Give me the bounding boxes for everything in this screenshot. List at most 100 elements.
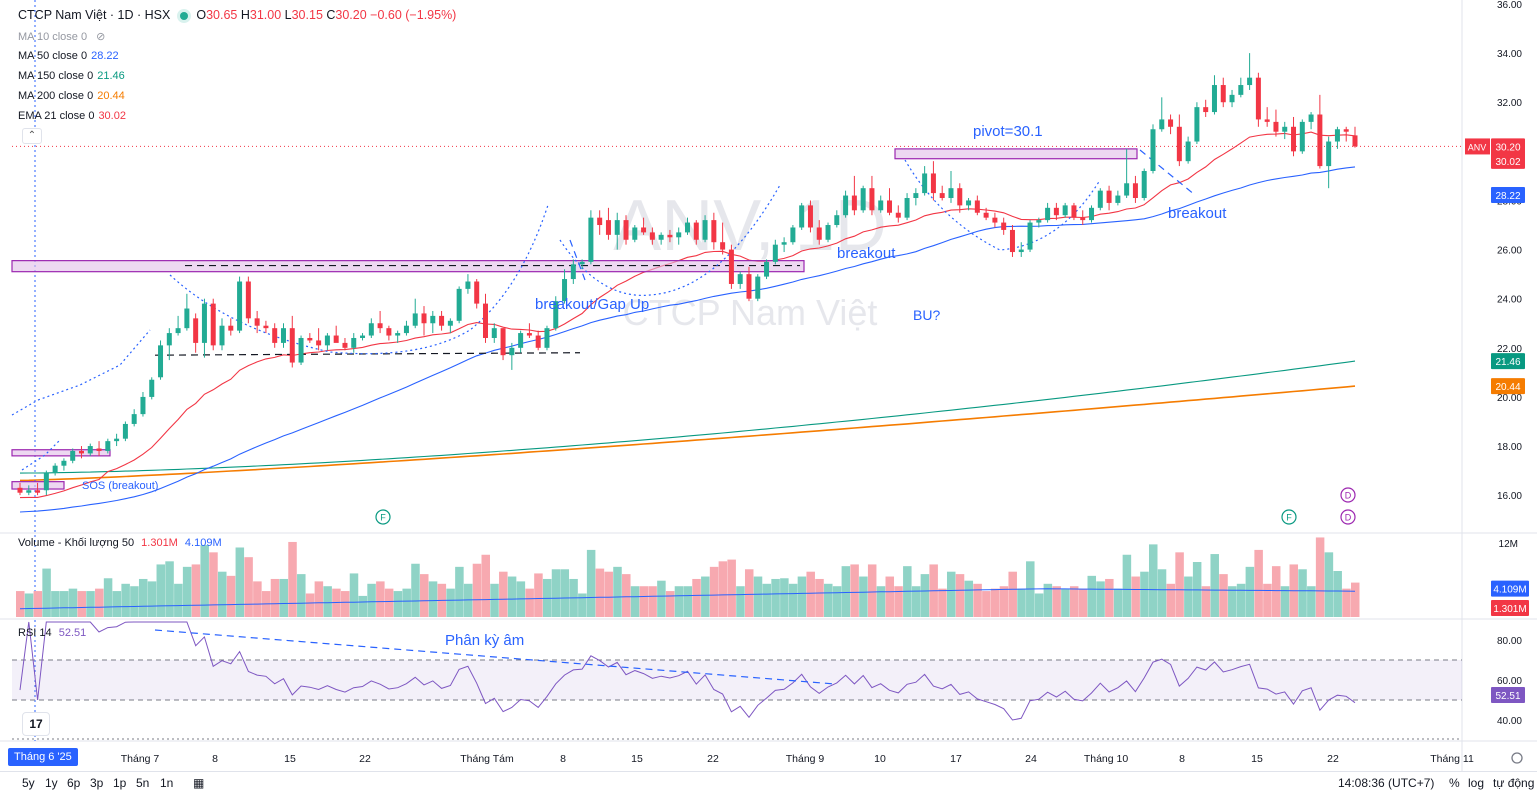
time-axis-label: 22	[359, 753, 371, 765]
volume-bar	[481, 554, 490, 617]
legend-ma10[interactable]: MA 10 close 0 ⊘	[18, 30, 105, 43]
volume-bar	[1122, 554, 1132, 617]
candle-body	[807, 205, 813, 228]
legend-ma50-value: 28.22	[91, 50, 119, 62]
dividend-marker-f-label: F	[380, 513, 386, 523]
candle-body	[1124, 183, 1130, 196]
ma200-badge	[1491, 378, 1525, 395]
volume-last-badge	[1491, 600, 1529, 617]
tradingview-logo-icon[interactable]: 17	[22, 712, 50, 736]
range-3p[interactable]: 3p	[90, 776, 104, 790]
volume-bar	[1298, 569, 1307, 617]
range-1y[interactable]: 1y	[45, 776, 58, 790]
volume-bar	[911, 586, 921, 617]
candle-body	[465, 281, 471, 289]
volume-bar	[1166, 583, 1176, 617]
rsi-tick-40: 40.00	[1497, 716, 1522, 727]
candle-body	[1009, 229, 1015, 253]
volume-bar	[68, 588, 78, 617]
range-5y[interactable]: 5y	[22, 776, 35, 790]
ma50-badge-text: 28.22	[1495, 191, 1520, 202]
volume-bar	[455, 566, 464, 617]
range-6p[interactable]: 6p	[67, 776, 81, 790]
legend-ema21[interactable]: EMA 21 close 0 30.02	[18, 110, 126, 122]
candle-body	[728, 249, 734, 284]
candle-body	[87, 446, 93, 454]
candle-body	[140, 396, 146, 415]
volume-bar	[314, 581, 324, 617]
volume-bar	[850, 564, 859, 617]
auto-toggle[interactable]: tự động	[1493, 776, 1535, 790]
volume-bar	[551, 569, 561, 617]
candle-body	[913, 193, 919, 199]
candle-body	[263, 325, 269, 329]
volume-bar	[753, 576, 763, 617]
breakout-right-annotation: breakout	[1168, 205, 1227, 222]
candle-body	[878, 200, 884, 211]
dividend-marker-d	[1340, 487, 1356, 503]
ma50-badge	[1491, 187, 1525, 204]
candle-body	[395, 333, 401, 336]
candle-body	[614, 220, 620, 235]
volume-bar	[586, 549, 596, 617]
candle-body	[535, 335, 541, 348]
volume-bar	[665, 591, 675, 617]
candle-body	[474, 281, 480, 304]
chart-canvas[interactable]: 16.0018.0020.0022.0024.0026.0028.0030.00…	[0, 0, 1537, 771]
candle-body	[228, 325, 234, 331]
time-axis-label: Tháng 11	[1430, 753, 1474, 765]
rsi-legend[interactable]: RSI 14 52.51	[18, 627, 86, 639]
candle-body	[860, 188, 866, 211]
volume-bar	[639, 586, 649, 617]
candle-body	[280, 328, 286, 343]
log-toggle[interactable]: log	[1468, 776, 1485, 790]
candle-body	[983, 212, 989, 218]
volume-bar	[16, 591, 25, 617]
candle-body	[930, 173, 936, 194]
range-5n[interactable]: 5n	[136, 776, 150, 790]
candle-body	[895, 212, 901, 218]
volume-bar	[121, 583, 130, 617]
volume-bar	[358, 595, 368, 617]
candle-body	[851, 195, 857, 211]
volume-bar	[1096, 581, 1105, 617]
candle-body	[685, 222, 690, 233]
volume-bar	[59, 591, 69, 617]
candle-body	[491, 328, 497, 338]
candle-body	[939, 193, 945, 199]
volume-bar	[1315, 537, 1325, 617]
candle-body	[737, 274, 743, 284]
range-1p[interactable]: 1p	[113, 776, 127, 790]
volume-bar	[1175, 552, 1184, 617]
percent-toggle[interactable]: %	[1449, 776, 1460, 790]
legend-ma50[interactable]: MA 50 close 0 28.22	[18, 50, 119, 62]
legend-ma150[interactable]: MA 150 close 0 21.46	[18, 70, 125, 82]
time-axis-label: 8	[212, 753, 218, 765]
price-tick-label: 18.00	[1497, 442, 1522, 453]
symbol-title[interactable]: CTCP Nam Việt · 1D · HSX	[18, 8, 171, 22]
volume-bar	[744, 569, 754, 617]
range-1n[interactable]: 1n	[160, 776, 174, 790]
legend-ma200[interactable]: MA 200 close 0 20.44	[18, 90, 125, 102]
volume-bar	[1342, 588, 1351, 617]
candle-body	[447, 320, 453, 326]
calendar-icon[interactable]: ▦	[193, 776, 205, 790]
volume-title: Volume - Khối lượng 50	[18, 537, 135, 549]
low-label: L	[284, 8, 292, 22]
volume-bar	[762, 583, 772, 617]
volume-bar	[806, 571, 815, 617]
volume-top-tick: 12M	[1499, 539, 1518, 550]
candle-body	[298, 337, 304, 363]
volume-bar	[147, 581, 157, 617]
ema21-badge-text: 30.02	[1495, 157, 1520, 168]
market-status-icon	[180, 11, 189, 20]
candle-body	[1071, 205, 1077, 218]
volume-bar	[42, 568, 51, 617]
eye-off-icon[interactable]: ⊘	[96, 31, 106, 43]
volume-bar	[938, 588, 947, 617]
volume-bar	[393, 591, 403, 617]
collapse-legend-button[interactable]: ⌃	[22, 128, 42, 144]
clock: 14:08:36 (UTC+7)	[1338, 776, 1435, 790]
volume-legend[interactable]: Volume - Khối lượng 50 1.301M 4.109M	[18, 537, 222, 549]
volume-bar	[1087, 575, 1097, 617]
